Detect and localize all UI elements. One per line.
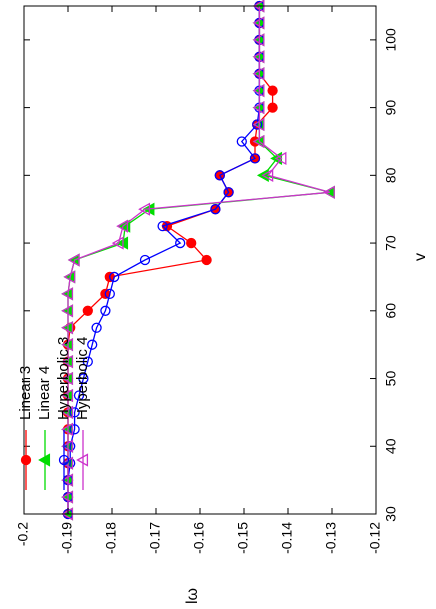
y-tick-label: -0.12 (367, 522, 383, 554)
data-point (61, 422, 74, 436)
y-tick-label: -0.14 (279, 522, 295, 554)
y-tick-label: -0.18 (103, 522, 119, 554)
x-tick-label: 40 (383, 438, 399, 454)
data-point (236, 136, 247, 147)
y-tick-label: -0.19 (59, 522, 75, 554)
data-point (67, 253, 80, 267)
data-point (267, 85, 278, 96)
data-point (73, 390, 85, 401)
legend-label: Hyperbolic 4 (74, 337, 91, 420)
data-point (252, 16, 265, 30)
data-point (69, 424, 80, 435)
data-point (61, 321, 74, 335)
x-tick-label: 80 (383, 167, 399, 183)
y-tick-label: -0.2 (15, 522, 31, 546)
data-point (69, 407, 80, 418)
data-point (58, 454, 70, 466)
legend: Linear 3 Linear 4 Hyperbolic 3 Hyperbolic 4 (17, 337, 91, 490)
data-point (61, 473, 74, 487)
data-point (210, 204, 221, 215)
x-tick-label: 50 (383, 371, 399, 387)
x-tick-label: 90 (383, 100, 399, 116)
y-tick-label: -0.16 (191, 522, 207, 554)
data-point (111, 236, 124, 250)
x-tick-label: 60 (383, 303, 399, 319)
data-point (214, 170, 225, 181)
data-point (87, 339, 98, 350)
data-point (252, 100, 265, 115)
axes: -0.12 -0.13 -0.14 -0.15 -0.16 -0.17 -0.18 -0.19… (15, 5, 399, 554)
series-hyperbolic-4 (61, 0, 335, 521)
x-axis-label: v (412, 253, 429, 261)
data-point (61, 490, 74, 504)
data-point (274, 151, 287, 166)
data-point (223, 187, 234, 198)
legend-item: Linear 3 (17, 366, 34, 490)
data-point (76, 453, 89, 467)
x-tick-label: 30 (383, 506, 399, 522)
data-point (252, 84, 265, 98)
data-point (322, 185, 335, 199)
data-point (61, 405, 74, 420)
data-point (61, 439, 74, 453)
data-point (175, 237, 186, 249)
data-point (78, 373, 89, 384)
data-point (267, 102, 278, 113)
y-tick-label: -0.17 (147, 522, 163, 554)
data-point (82, 305, 93, 316)
data-point (249, 153, 261, 164)
data-point (61, 456, 74, 470)
data-point (252, 50, 265, 64)
data-point (61, 354, 74, 369)
data-point (104, 288, 115, 300)
series-line (67, 6, 330, 514)
data-point (91, 322, 102, 333)
data-point (82, 356, 93, 367)
legend-item: Hyperbolic 3 (55, 337, 72, 490)
data-point (116, 219, 129, 233)
data-point (61, 371, 74, 386)
x-tick-label: 100 (383, 28, 399, 52)
data-point (157, 220, 168, 232)
data-point (109, 271, 120, 283)
legend-label: Hyperbolic 3 (55, 337, 72, 420)
y-tick-label: -0.13 (323, 522, 339, 554)
legend-item: Hyperbolic 4 (74, 337, 91, 490)
data-point (61, 388, 74, 403)
data-point (138, 202, 151, 216)
data-point (201, 254, 212, 266)
data-point (186, 237, 197, 249)
y-axis-label: lω (184, 588, 201, 604)
data-point (261, 168, 274, 182)
data-point (139, 254, 151, 266)
data-point (252, 33, 265, 47)
data-point (61, 304, 74, 318)
data-point (252, 134, 265, 149)
data-point (63, 270, 76, 284)
legend-item: Linear 4 (36, 366, 53, 490)
data-point (252, 117, 265, 132)
plot-area (61, 0, 335, 521)
data-point (100, 305, 111, 316)
data-point (252, 67, 265, 81)
data-point (38, 453, 51, 467)
data-point (20, 454, 32, 466)
data-point (61, 287, 74, 301)
legend-label: Linear 3 (17, 366, 34, 420)
data-point (61, 338, 74, 352)
legend-label: Linear 4 (36, 366, 53, 420)
x-tick-label: 70 (383, 235, 399, 251)
y-tick-label: -0.15 (235, 522, 251, 554)
